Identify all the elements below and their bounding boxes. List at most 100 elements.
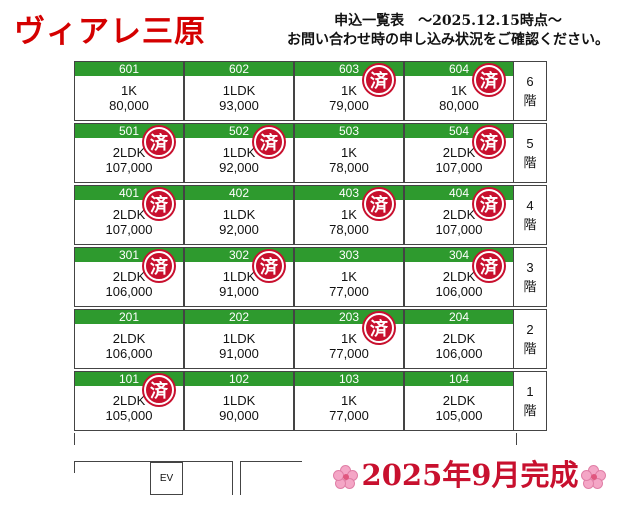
floor-plan-line-notch-right: [240, 461, 241, 495]
unit-type: 2LDK: [112, 331, 146, 346]
unit-cell: 304 2LDK 106,000: [404, 247, 514, 307]
unit-cell: 202 1LDK 91,000: [184, 309, 294, 369]
unit-cell: 104 2LDK 105,000: [404, 371, 514, 431]
unit-rent: 107,000: [105, 160, 153, 175]
unit-cell: 103 1K 77,000: [294, 371, 404, 431]
unit-rent: 79,000: [329, 98, 369, 113]
floor-number: 3: [526, 260, 534, 275]
unit-number: 503: [295, 124, 403, 138]
unit-type: 2LDK: [112, 393, 146, 408]
unit-rent: 106,000: [435, 284, 483, 299]
unit-type: 1LDK: [222, 83, 256, 98]
unit-rent: 107,000: [435, 222, 483, 237]
unit-type: 1K: [121, 83, 137, 98]
floor-plan-line-bottom-right: [240, 461, 302, 462]
unit-cell: 204 2LDK 106,000: [404, 309, 514, 369]
unit-cell: 402 1LDK 92,000: [184, 185, 294, 245]
unit-rent: 78,000: [329, 160, 369, 175]
unit-rent: 80,000: [109, 98, 149, 113]
unit-type: 1K: [341, 331, 357, 346]
unit-type: 2LDK: [442, 145, 476, 160]
unit-type: 1LDK: [222, 393, 256, 408]
unit-number: 601: [75, 62, 183, 76]
unit-rent: 90,000: [219, 408, 259, 423]
unit-rent: 91,000: [219, 284, 259, 299]
unit-type: 2LDK: [112, 269, 146, 284]
floor-suffix: 階: [523, 217, 537, 232]
unit-number: 402: [185, 186, 293, 200]
applied-stamp-icon: 済: [474, 189, 504, 219]
unit-type: 2LDK: [442, 331, 476, 346]
floor-plan-line-bottom-left: [74, 461, 232, 462]
unit-number: 303: [295, 248, 403, 262]
unit-rent: 91,000: [219, 346, 259, 361]
unit-rent: 92,000: [219, 160, 259, 175]
applied-stamp-icon: 済: [144, 127, 174, 157]
floor-plan-line-notch-left: [232, 461, 233, 495]
floor-suffix: 階: [523, 279, 537, 294]
status-header: 申込一覧表 ～2025.12.15時点～ お問い合わせ時の申し込み状況をご確認く…: [260, 12, 636, 50]
applied-stamp-icon: 済: [364, 313, 394, 343]
unit-type: 2LDK: [442, 207, 476, 222]
unit-rent: 80,000: [439, 98, 479, 113]
unit-rent: 92,000: [219, 222, 259, 237]
unit-number: 102: [185, 372, 293, 386]
unit-rent: 106,000: [105, 284, 153, 299]
unit-type: 1LDK: [222, 207, 256, 222]
unit-number: 202: [185, 310, 293, 324]
unit-rent: 107,000: [105, 222, 153, 237]
unit-rent: 77,000: [329, 408, 369, 423]
floor-number: 2: [526, 322, 534, 337]
unit-number: 103: [295, 372, 403, 386]
unit-type: 2LDK: [112, 207, 146, 222]
unit-type: 2LDK: [112, 145, 146, 160]
floor-number: 1: [526, 384, 534, 399]
applied-stamp-icon: 済: [144, 251, 174, 281]
floor-plan-line-bottom-left-drop: [74, 461, 75, 473]
unit-type: 1LDK: [222, 331, 256, 346]
applied-stamp-icon: 済: [144, 189, 174, 219]
floor-number: 6: [526, 74, 534, 89]
unit-type: 2LDK: [442, 393, 476, 408]
unit-type: 1K: [341, 207, 357, 222]
applied-stamp-icon: 済: [474, 127, 504, 157]
floor-plan-line-left: [74, 433, 75, 445]
unit-type: 1LDK: [222, 145, 256, 160]
floor-suffix: 階: [523, 93, 537, 108]
unit-cell: 503 1K 78,000: [294, 123, 404, 183]
unit-number: 602: [185, 62, 293, 76]
cherry-blossom-icon: [332, 465, 358, 489]
applied-stamp-icon: 済: [254, 251, 284, 281]
building-title: ヴィアレ三原: [14, 14, 206, 50]
completion-banner: 2025年9月完成: [310, 452, 630, 494]
unit-rent: 105,000: [435, 408, 483, 423]
unit-cell: 303 1K 77,000: [294, 247, 404, 307]
unit-rent: 106,000: [105, 346, 153, 361]
floor-suffix: 階: [523, 403, 537, 418]
unit-type: 1K: [341, 393, 357, 408]
unit-type: 1K: [451, 83, 467, 98]
unit-type: 1K: [341, 145, 357, 160]
completion-text: 2025年9月完成: [361, 458, 579, 492]
unit-rent: 77,000: [329, 284, 369, 299]
unit-rent: 106,000: [435, 346, 483, 361]
unit-type: 1K: [341, 83, 357, 98]
unit-type: 1LDK: [222, 269, 256, 284]
applied-stamp-icon: 済: [474, 65, 504, 95]
applied-stamp-icon: 済: [144, 375, 174, 405]
applied-stamp-icon: 済: [364, 65, 394, 95]
unit-rent: 78,000: [329, 222, 369, 237]
status-note-line: お問い合わせ時の申し込み状況をご確認ください。: [287, 32, 609, 48]
unit-rent: 93,000: [219, 98, 259, 113]
unit-rent: 107,000: [435, 160, 483, 175]
unit-cell: 301 2LDK 106,000: [74, 247, 184, 307]
applied-stamp-icon: 済: [474, 251, 504, 281]
unit-cell: 602 1LDK 93,000: [184, 61, 294, 121]
floor-plan-line-right: [516, 433, 517, 445]
cherry-blossom-icon: [581, 465, 607, 489]
